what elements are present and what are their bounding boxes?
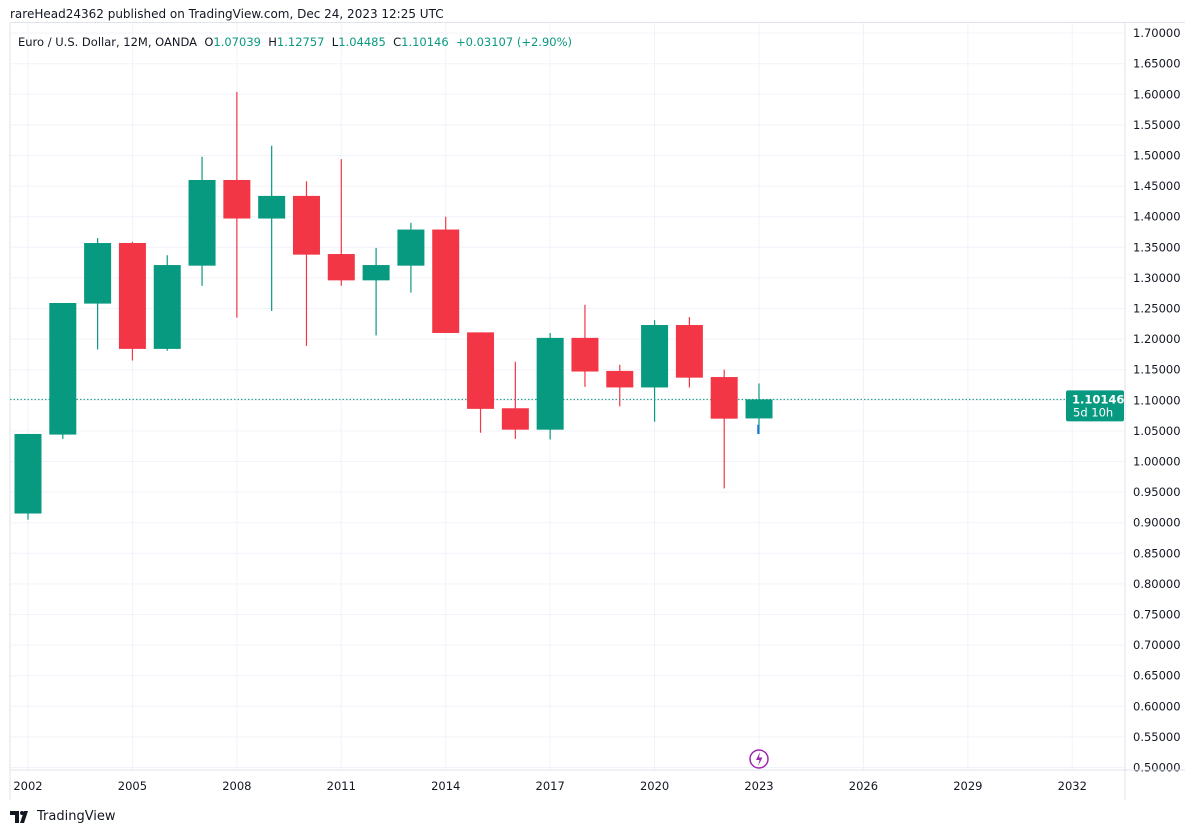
y-tick-label: 1.05000	[1133, 424, 1181, 438]
y-tick-label: 1.25000	[1133, 302, 1181, 316]
candle-body-2003	[49, 302, 77, 435]
x-tick-label: 2014	[431, 779, 460, 793]
candle-body-2009	[258, 195, 286, 219]
y-tick-label: 1.15000	[1133, 363, 1181, 377]
candle-body-2023	[745, 399, 773, 419]
y-tick-label: 1.55000	[1133, 118, 1181, 132]
candle-body-2016	[501, 408, 529, 430]
y-tick-label: 1.45000	[1133, 179, 1181, 193]
close-label: C	[393, 35, 402, 49]
y-tick-label: 0.85000	[1133, 546, 1181, 560]
footer-brand[interactable]: TradingView	[10, 809, 116, 824]
x-tick-label: 2029	[953, 779, 982, 793]
high-value: 1.12757	[276, 35, 325, 49]
candlestick-chart[interactable]: 1.70000 1.65000 1.60000 1.55000 1.50000 1.450…	[0, 0, 1195, 800]
candle-body-2002	[14, 433, 42, 514]
candle-body-2010	[292, 195, 320, 255]
x-tick-label: 2005	[118, 779, 147, 793]
high-label: H	[268, 35, 277, 49]
last-price-badge	[1066, 390, 1124, 422]
tradingview-logo-icon	[10, 810, 28, 823]
candle-body-2014	[432, 229, 460, 333]
candle-body-2013	[397, 229, 425, 266]
y-tick-label: 1.20000	[1133, 332, 1181, 346]
last-price-value: 1.10146	[1072, 392, 1124, 406]
y-tick-label: 0.55000	[1133, 730, 1181, 744]
y-tick-label: 0.50000	[1133, 761, 1181, 775]
x-tick-label: 2026	[849, 779, 878, 793]
low-label: L	[331, 35, 339, 49]
open-value: 1.07039	[213, 35, 261, 49]
x-tick-label: 2023	[744, 779, 773, 793]
lightning-icon	[756, 752, 763, 766]
candle-body-2011	[327, 254, 355, 281]
y-tick-label: 0.90000	[1133, 516, 1181, 530]
y-tick-label: 1.30000	[1133, 271, 1181, 285]
candle-body-2007	[188, 179, 216, 266]
y-tick-label: 1.70000	[1133, 26, 1181, 40]
candle-body-2022	[710, 377, 738, 419]
x-tick-label: 2017	[536, 779, 565, 793]
x-tick-label: 2011	[327, 779, 356, 793]
y-tick-label: 1.10000	[1133, 393, 1181, 407]
y-tick-label: 0.80000	[1133, 577, 1181, 591]
y-tick-label: 1.35000	[1133, 240, 1181, 254]
close-value: 1.10146	[401, 35, 449, 49]
y-tick-label: 1.00000	[1133, 455, 1181, 469]
low-value: 1.04485	[338, 35, 386, 49]
candle-body-2019	[606, 370, 634, 388]
brand-name: TradingView	[37, 809, 116, 824]
candle-body-2015	[467, 332, 495, 409]
candle-body-2006	[153, 265, 181, 349]
candle-body-2005	[118, 243, 146, 349]
y-tick-label: 0.70000	[1133, 638, 1181, 652]
y-tick-label: 0.60000	[1133, 699, 1181, 713]
countdown-value: 5d 10h	[1073, 405, 1113, 419]
candle-body-2020	[641, 325, 669, 388]
candle-body-2017	[536, 337, 564, 430]
y-tick-label: 1.60000	[1133, 87, 1181, 101]
legend: Euro / U.S. Dollar, 12M, OANDA O1.07039 …	[18, 35, 572, 49]
x-tick-label: 2032	[1058, 779, 1087, 793]
x-tick-label: 2002	[13, 779, 42, 793]
y-tick-label: 1.50000	[1133, 149, 1181, 163]
chart-frame	[10, 22, 1185, 801]
symbol-title[interactable]: Euro / U.S. Dollar, 12M, OANDA	[18, 35, 198, 49]
change-value: +0.03107 (+2.90%)	[456, 35, 572, 49]
candle-body-2018	[571, 337, 599, 372]
open-label: O	[204, 35, 214, 49]
y-tick-label: 0.75000	[1133, 608, 1181, 622]
candle-body-2021	[675, 325, 703, 378]
x-tick-label: 2008	[222, 779, 251, 793]
y-tick-label: 1.40000	[1133, 210, 1181, 224]
publisher-info: rareHead24362 published on TradingView.c…	[10, 7, 444, 21]
candle-body-2012	[362, 265, 390, 281]
x-tick-label: 2020	[640, 779, 669, 793]
candle-body-2004	[84, 243, 112, 304]
candle-body-2008	[223, 179, 251, 219]
y-tick-label: 1.65000	[1133, 57, 1181, 71]
y-tick-label: 0.65000	[1133, 669, 1181, 683]
y-tick-label: 0.95000	[1133, 485, 1181, 499]
